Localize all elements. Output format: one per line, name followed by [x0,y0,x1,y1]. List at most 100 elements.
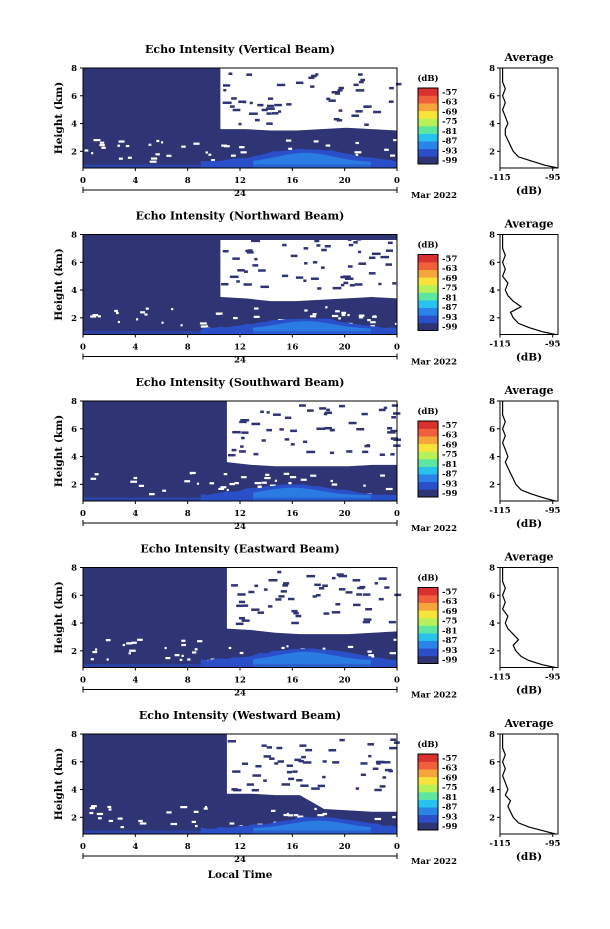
heatmap-speckle [261,439,266,442]
heatmap-speckle [252,264,259,267]
heatmap-speckle [363,618,372,621]
heatmap-speckle [105,639,111,642]
heatmap-speckle [263,779,267,782]
x-tick-label: 0 [80,176,86,186]
colorbar-frame [417,254,439,331]
heatmap-speckle [338,86,344,90]
colorbar-segment [418,784,438,793]
heatmap-speckle [238,616,245,620]
avg-x-tick-label: -115 [489,506,510,516]
heatmap-speckle [180,324,183,327]
x-tick-label: 0 [394,842,400,852]
date-axis-day: 24 [234,189,246,199]
heatmap-speckle [368,654,374,657]
heatmap-speckle [365,607,373,611]
heatmap-speckle [285,139,292,142]
heatmap-speckle [363,484,366,487]
colorbar-segment [418,284,438,293]
heatmap-speckle [239,450,246,453]
colorbar-tick-label: -57 [442,754,457,764]
heatmap-speckle [383,406,388,410]
colorbar-segment [418,95,438,104]
heatmap-speckle [310,85,315,88]
heatmap-speckle [179,658,183,662]
heatmap-speckle [310,474,317,477]
x-tick-label: 20 [339,343,351,353]
heatmap-speckle [284,438,290,441]
heatmap-speckle [338,404,345,408]
heatmap-speckle [388,620,396,624]
y-tick-label: 4 [71,619,77,629]
heatmap-speckle [282,243,287,247]
heatmap-speckle [368,754,372,758]
heatmap-speckle [362,620,371,624]
heatmap-speckle [385,249,393,252]
heatmap-speckle [390,154,396,157]
heatmap-speckle [117,320,120,324]
x-tick-label: 4 [132,842,138,852]
heatmap-speckle [354,283,363,286]
heatmap-speckle [137,638,143,641]
y-tick-label: 2 [71,147,77,157]
colorbar-segment [418,262,438,270]
colorbar-segment [418,640,438,649]
heatmap-speckle [91,805,97,808]
heatmap-speckle [367,319,371,322]
heatmap-speckle [243,283,252,286]
heatmap-speckle [226,488,229,492]
panel-title: Echo Intensity (Westward Beam) [139,709,341,722]
panel-row-5: Echo Intensity (Westward Beam)2468Height… [53,709,560,867]
avg-profile-line [501,234,556,336]
heatmap-speckle [378,408,386,412]
colorbar-tick-label: -69 [442,274,457,284]
heatmap-speckle [161,141,164,144]
colorbar-segment [418,110,438,119]
heatmap-speckle [254,481,262,485]
x-tick-label: 4 [132,676,138,686]
heatmap-speckle [246,73,253,76]
y-tick-label: 8 [71,397,77,407]
y-axis-label: Height (km) [53,415,65,487]
colorbar-segment [418,489,438,498]
heatmap-speckle [343,275,351,278]
heatmap-ground-band [83,164,397,168]
colorbar-tick-label: -57 [442,255,457,265]
heatmap-speckle [95,648,98,651]
heatmap-speckle [239,651,244,655]
avg-x-tick-label: -95 [545,506,560,516]
date-axis-month: Mar 2022 [411,857,457,867]
heatmap-speckle [331,611,341,614]
heatmap-speckles [90,404,401,496]
avg-y-tick-label: 2 [489,480,495,490]
heatmap-speckle [101,146,106,149]
heatmap-speckle [261,108,268,112]
heatmap-speckle [355,153,359,156]
heatmap-speckle [98,817,102,820]
avg-xlabel: (dB) [516,352,542,364]
heatmap-speckle [367,743,375,746]
panel-title: Echo Intensity (Northward Beam) [136,210,345,223]
heatmap-speckle [290,429,298,433]
heatmap-speckle [240,151,247,154]
heatmap-speckle [322,812,328,816]
heatmap-speckle [347,645,354,649]
avg-profile-line [501,734,556,835]
avg-x-tick-label: -115 [489,173,510,183]
colorbar-tick-label: -75 [442,450,457,460]
colorbar-tick-label: -75 [442,117,457,127]
heatmap-ground-band [83,663,397,667]
heatmap-speckle [232,770,241,773]
heatmap-ground-band [83,330,397,334]
heatmap-speckle [218,487,225,490]
heatmap-speckle [266,104,274,108]
heatmap-speckle [390,453,395,456]
heatmap-speckle [385,263,393,266]
heatmap-speckles [90,238,399,330]
colorbar-segment [418,133,438,142]
heatmap-speckle [196,482,200,485]
heatmap-speckle [368,256,376,260]
heatmap-speckle [322,584,328,587]
heatmap-speckle [237,269,245,272]
avg-frame [499,400,559,502]
heatmap-speckle [288,482,292,485]
